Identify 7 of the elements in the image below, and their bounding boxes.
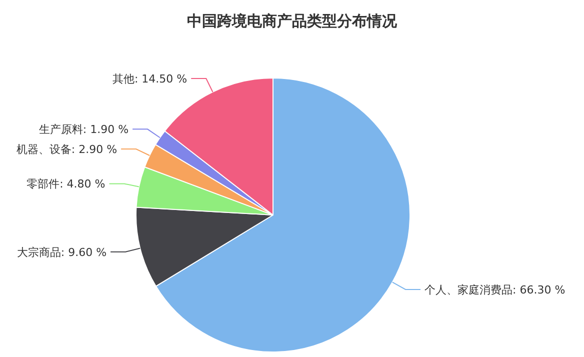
slice-label: 大宗商品: 9.60 % (16, 246, 107, 259)
slice-label: 生产原料: 1.90 % (38, 123, 129, 136)
slice-label: 零部件: 4.80 % (26, 178, 106, 191)
chart-title: 中国跨境电商产品类型分布情况 (187, 12, 398, 30)
slice-label: 机器、设备: 2.90 % (16, 142, 118, 156)
slice-label: 个人、家庭消费品: 66.30 % (424, 283, 566, 296)
slice-label: 其他: 14.50 % (112, 72, 188, 86)
